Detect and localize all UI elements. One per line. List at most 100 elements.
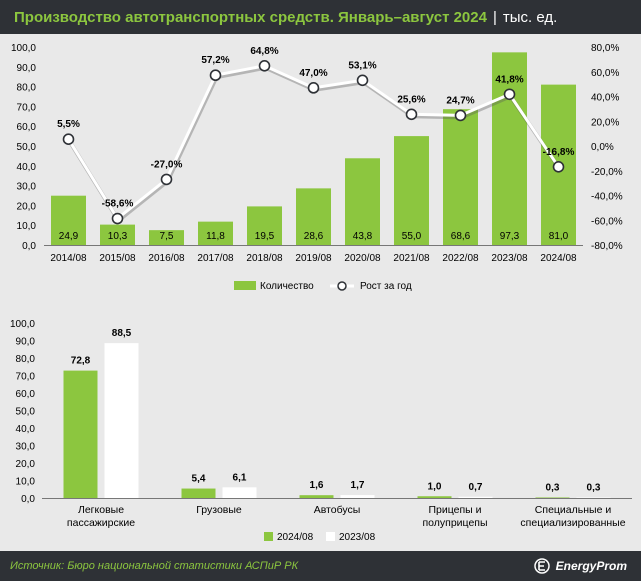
bar-2023-0 — [104, 343, 139, 498]
bar-2023/08 — [492, 52, 527, 245]
bar-2024-4 — [535, 497, 570, 498]
legend-label-2024: 2024/08 — [277, 532, 314, 543]
bar-value-label: 1,6 — [310, 480, 324, 491]
y2-axis-tick-label: -40,0% — [591, 192, 623, 203]
bar-2018/08 — [247, 206, 282, 245]
unit-label: тыс. ед. — [502, 8, 558, 26]
y-axis-tick-label: 30,0 — [17, 182, 37, 193]
legend-label-2023: 2023/08 — [339, 532, 376, 543]
x-axis-tick-label: 2018/08 — [246, 253, 283, 264]
growth-value-label: 64,8% — [250, 46, 278, 57]
legend-marker-growth — [337, 281, 347, 291]
bar-2024-3 — [417, 496, 452, 498]
x-axis-category-label: пассажирские — [67, 517, 135, 529]
bar-2024-1 — [181, 488, 216, 498]
y2-axis-tick-label: 40,0% — [591, 93, 619, 104]
brand-logo: EnergyProm — [533, 558, 641, 574]
x-axis-category-label: Прицепы и — [428, 504, 481, 516]
y-axis-tick-label: 10,0 — [16, 477, 36, 488]
y-axis-tick-label: 90,0 — [17, 63, 37, 74]
growth-point-2017/08 — [209, 69, 222, 82]
source-note: Источник: Бюро национальной статистики А… — [10, 560, 299, 572]
y2-axis-tick-label: -60,0% — [591, 216, 623, 227]
x-axis-category-label: Автобусы — [314, 504, 361, 516]
bar-value-label: 97,3 — [500, 231, 520, 242]
y-axis-tick-label: 40,0 — [16, 424, 36, 435]
growth-value-label: -16,8% — [543, 147, 575, 158]
bar-2014/08 — [51, 195, 86, 245]
legend-label-count: Количество — [260, 281, 314, 292]
growth-value-label: 24,7% — [446, 95, 474, 106]
x-axis-category-label: Грузовые — [196, 504, 242, 516]
chart-header: Производство автотранспортных средств. Я… — [0, 0, 641, 34]
bar-value-label: 1,0 — [428, 481, 442, 492]
y2-axis-tick-label: -80,0% — [591, 241, 623, 252]
bar-2023-1 — [222, 487, 257, 498]
growth-point-2021/08 — [405, 108, 418, 121]
x-axis-tick-label: 2017/08 — [197, 253, 234, 264]
y-axis-tick-label: 100,0 — [11, 43, 36, 54]
y-axis-tick-label: 60,0 — [16, 389, 36, 400]
y-axis-tick-label: 60,0 — [17, 122, 37, 133]
bar-value-label: 28,6 — [304, 231, 324, 242]
bar-value-label: 72,8 — [71, 356, 91, 367]
growth-point-2024/08 — [552, 160, 565, 173]
growth-point-2019/08 — [307, 82, 320, 94]
growth-value-label: -58,6% — [102, 199, 134, 210]
brand-name: EnergyProm — [555, 559, 627, 573]
y2-axis-tick-label: 60,0% — [591, 68, 619, 79]
bar-value-label: 1,7 — [351, 480, 365, 491]
bar-value-label: 10,3 — [108, 231, 128, 242]
x-axis-category-label: Легковые — [78, 504, 124, 516]
y-axis-tick-label: 100,0 — [10, 319, 35, 330]
y2-axis-tick-label: 20,0% — [591, 117, 619, 128]
chart-title: Производство автотранспортных средств. Я… — [14, 8, 487, 26]
growth-point-2016/08 — [160, 173, 173, 186]
bar-value-label: 11,8 — [206, 231, 225, 242]
growth-point-2022/08 — [454, 109, 467, 122]
growth-value-label: 5,5% — [57, 119, 80, 130]
x-axis-tick-label: 2021/08 — [393, 253, 430, 264]
y-axis-tick-label: 20,0 — [16, 459, 36, 470]
y-axis-tick-label: 0,0 — [22, 241, 36, 252]
bar-value-label: 24,9 — [59, 231, 79, 242]
growth-value-label: -27,0% — [151, 159, 183, 170]
growth-point-2015/08 — [111, 212, 124, 225]
bar-2023-3 — [458, 496, 493, 498]
y-axis-tick-label: 40,0 — [17, 162, 37, 173]
bar-2019/08 — [296, 188, 331, 245]
x-axis-category-label: полуприцепы — [422, 517, 487, 529]
x-axis-tick-label: 2014/08 — [50, 253, 87, 264]
y-axis-tick-label: 80,0 — [16, 354, 36, 365]
chart-footer: Источник: Бюро национальной статистики А… — [0, 551, 641, 581]
x-axis-tick-label: 2022/08 — [442, 253, 479, 264]
y-axis-tick-label: 50,0 — [17, 142, 37, 153]
y-axis-tick-label: 20,0 — [17, 201, 37, 212]
growth-value-label: 41,8% — [495, 74, 523, 85]
bar-value-label: 5,4 — [192, 474, 206, 485]
growth-point-2014/08 — [62, 133, 75, 145]
growth-value-label: 57,2% — [201, 55, 229, 66]
growth-point-2018/08 — [258, 60, 271, 72]
bar-value-label: 68,6 — [451, 231, 471, 242]
bar-value-label: 43,8 — [353, 231, 373, 242]
y-axis-tick-label: 0,0 — [21, 494, 35, 505]
x-axis-tick-label: 2024/08 — [540, 253, 577, 264]
legend-swatch-2023 — [326, 532, 335, 541]
bar-value-label: 55,0 — [402, 231, 422, 242]
bar-value-label: 0,7 — [469, 482, 483, 493]
growth-value-label: 25,6% — [397, 94, 425, 105]
y-axis-tick-label: 80,0 — [17, 83, 37, 94]
energyprom-logo-icon — [533, 558, 550, 574]
y2-axis-tick-label: 80,0% — [591, 43, 619, 54]
title-separator: | — [492, 8, 497, 26]
bar-value-label: 6,1 — [233, 472, 247, 483]
legend-label-growth: Рост за год — [360, 281, 412, 292]
y-axis-tick-label: 10,0 — [17, 221, 37, 232]
x-axis-tick-label: 2016/08 — [148, 253, 185, 264]
y-axis-tick-label: 30,0 — [16, 442, 36, 453]
bar-value-label: 0,3 — [587, 482, 601, 493]
y-axis-tick-label: 90,0 — [16, 337, 36, 348]
bar-2023-2 — [340, 495, 375, 498]
y2-axis-tick-label: 0,0% — [591, 142, 614, 153]
